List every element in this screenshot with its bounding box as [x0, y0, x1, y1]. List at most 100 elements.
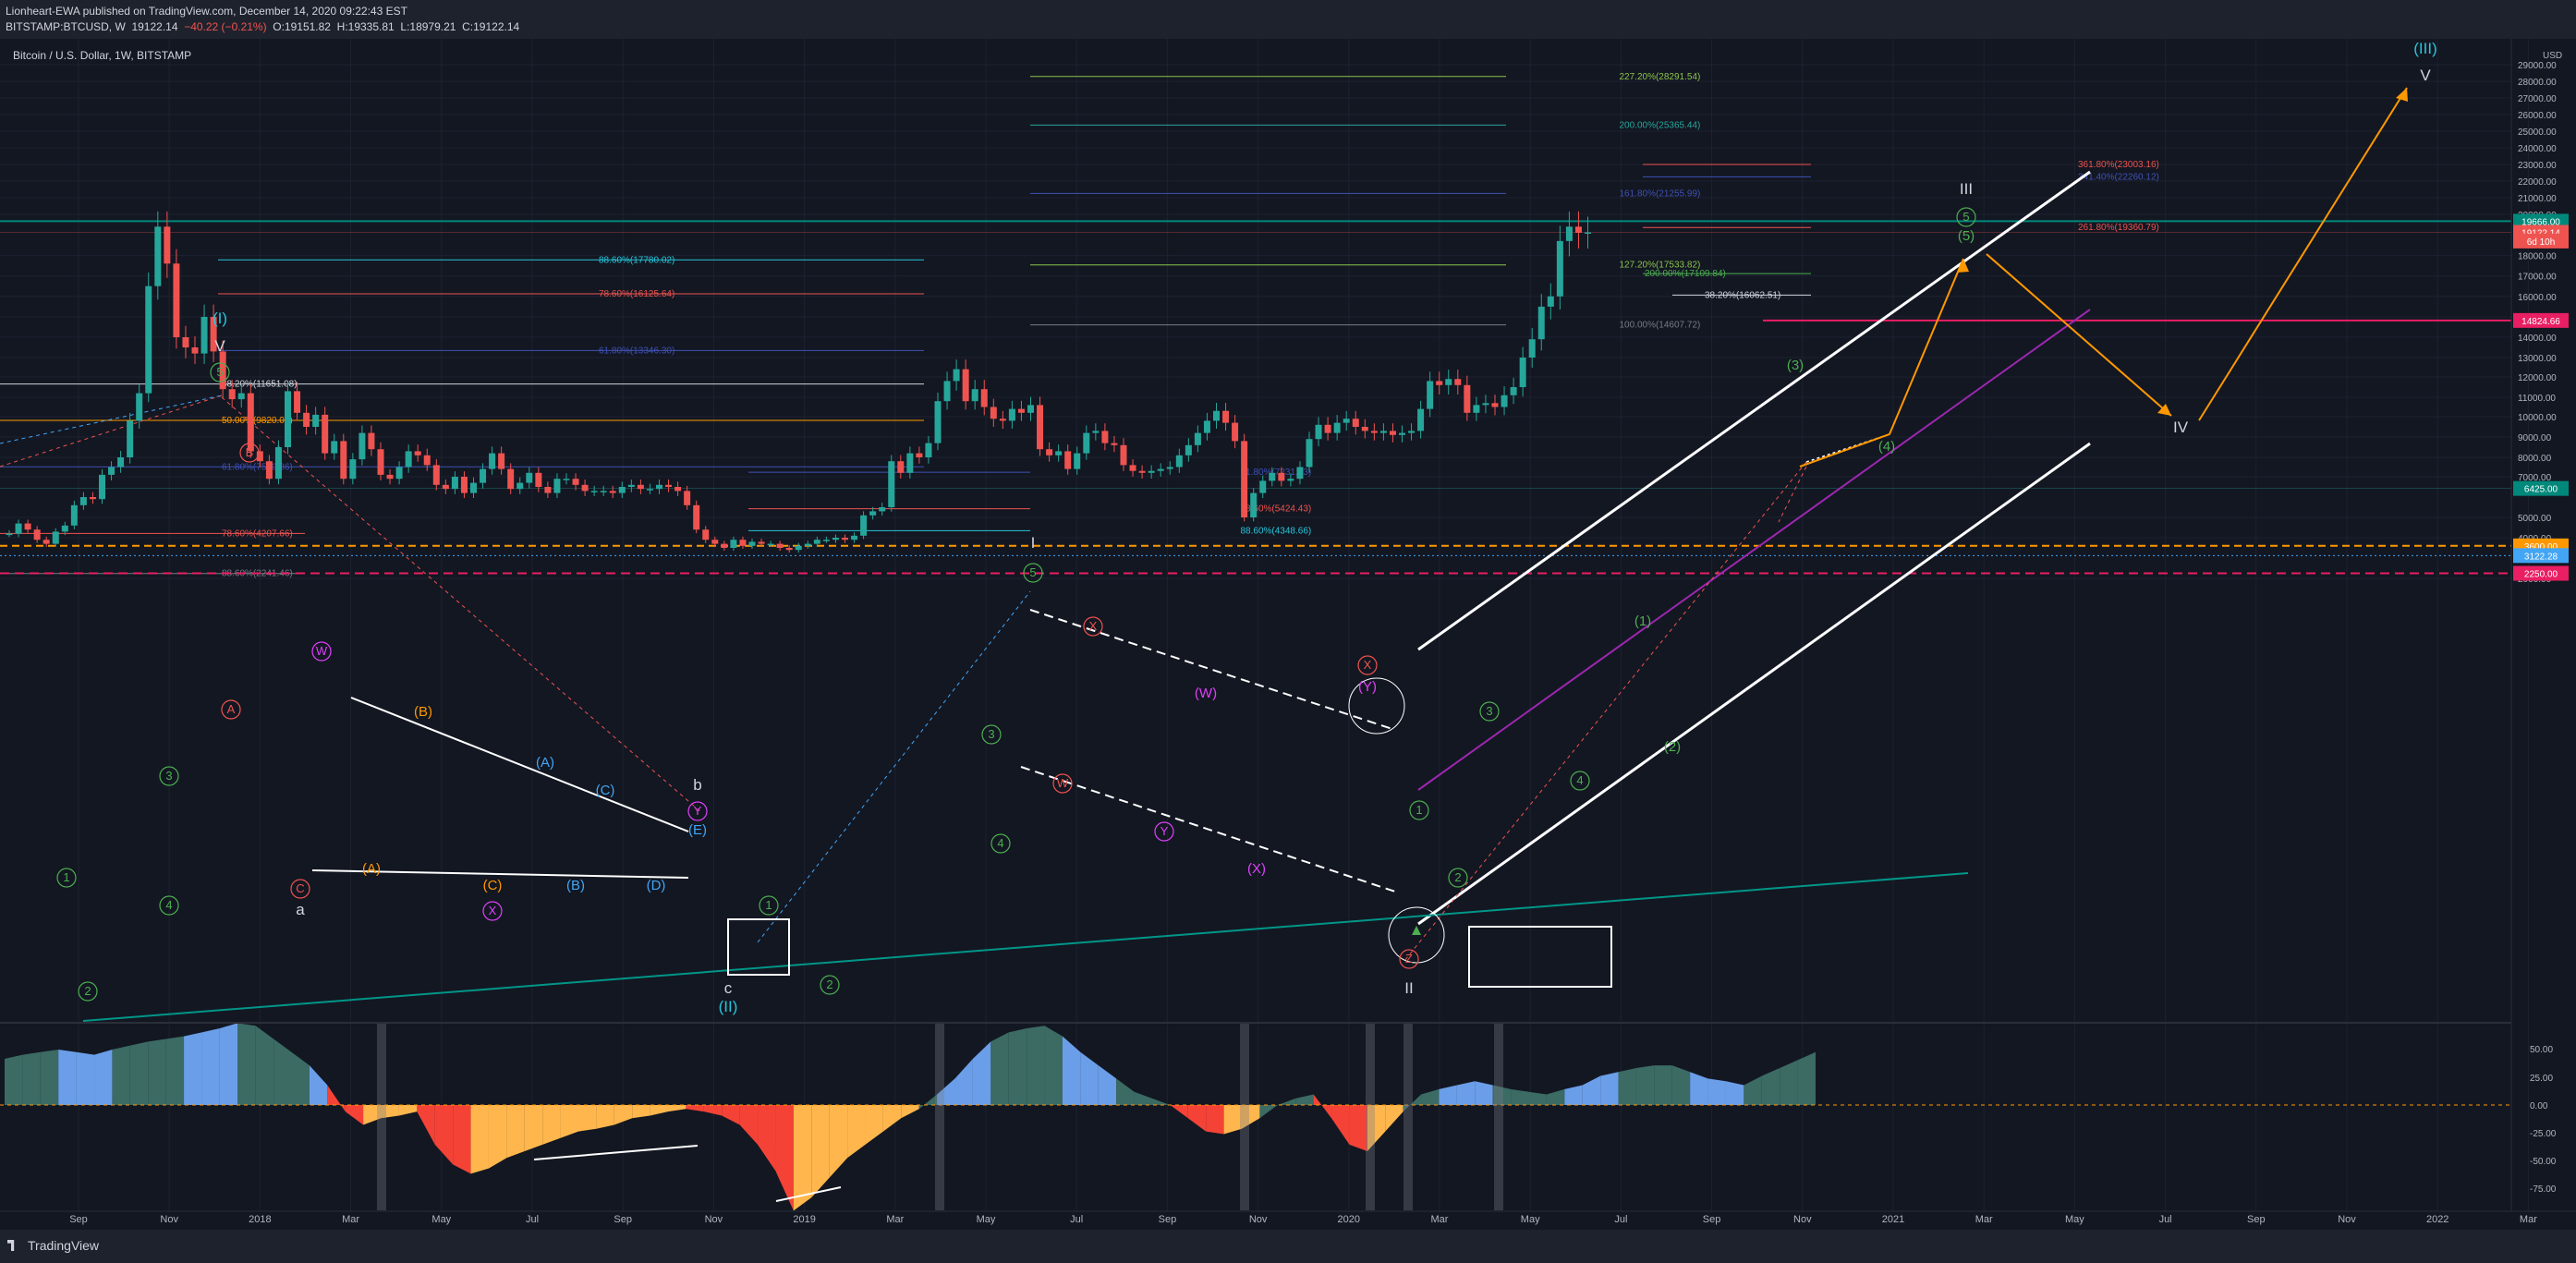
- osc-area: [1151, 1098, 1171, 1105]
- x-tick-label: Nov: [1793, 1214, 1812, 1225]
- wave-circle: [1052, 773, 1073, 794]
- candle-body: [136, 393, 143, 421]
- wave-label: X: [489, 904, 497, 917]
- candle-body: [1157, 468, 1164, 471]
- candle-body: [1213, 410, 1220, 421]
- candle-body: [804, 543, 811, 546]
- wave-label: W: [316, 644, 328, 658]
- chart-canvas[interactable]: 50.00 25.00 0.00 -25.00 -50.00 -75.00 227.20%…: [0, 39, 2576, 1230]
- candle-body: [674, 487, 682, 492]
- circle-ii: [1388, 906, 1445, 964]
- candle-body: [377, 449, 384, 475]
- symbol-label[interactable]: BITSTAMP:BTCUSD, W: [6, 20, 126, 33]
- wave-circle: [210, 362, 230, 383]
- x-tick-label: Jul: [526, 1214, 539, 1225]
- x-tick-label: Mar: [886, 1214, 904, 1225]
- wave-label: (W): [1195, 686, 1217, 701]
- y-tick-label: 21000.00: [2518, 194, 2557, 204]
- candle-body: [627, 484, 635, 487]
- wave-circle: [1409, 800, 1429, 820]
- high-value: H:19335.81: [336, 20, 395, 33]
- x-tick-label: Jul: [1614, 1214, 1627, 1225]
- osc-area: [1564, 1085, 1583, 1105]
- osc-area: [703, 1105, 723, 1116]
- osc-area: [148, 1038, 166, 1105]
- osc-area: [201, 1028, 220, 1105]
- candle-body: [1454, 379, 1462, 385]
- proj-up-1: [1799, 258, 1964, 468]
- osc-area: [686, 1105, 704, 1112]
- candle-body: [108, 467, 115, 475]
- candle-body: [303, 412, 310, 427]
- wave-label: b: [693, 776, 701, 794]
- fib-label: 127.20%(17533.82): [1620, 261, 1701, 271]
- candle-body: [962, 369, 969, 402]
- long-trendline: [82, 872, 1969, 1022]
- candle-body: [200, 317, 208, 354]
- fib-label: 361.80%(23003.16): [2078, 160, 2159, 170]
- y-tick-label: 17000.00: [2518, 273, 2557, 283]
- y-tick-label: 5000.00: [2518, 514, 2552, 524]
- x-tick-label: Jul: [1070, 1214, 1083, 1225]
- osc-area: [829, 1105, 848, 1178]
- wave-label: (5): [1958, 228, 1975, 244]
- price-axis: 29000.0028000.0027000.0026000.0025000.00…: [0, 39, 2576, 1212]
- osc-area: [614, 1105, 633, 1125]
- candle-body: [1120, 444, 1127, 466]
- candle-body: [1046, 449, 1053, 455]
- candle-body: [1055, 451, 1063, 455]
- osc-area: [650, 1105, 669, 1116]
- wave-label: 5: [1962, 210, 1969, 224]
- osc-area: [524, 1105, 543, 1152]
- candle-body: [1166, 467, 1173, 469]
- y-tick-label: 7000.00: [2518, 473, 2552, 483]
- x-tick-label: 2018: [249, 1214, 271, 1225]
- candle-body: [79, 497, 87, 505]
- wave-label: Z: [1405, 952, 1413, 965]
- osc-area: [1080, 1051, 1099, 1105]
- candle-body: [368, 432, 375, 450]
- tradingview-logo[interactable]: TradingView: [7, 1238, 99, 1253]
- candle-body: [127, 420, 134, 457]
- osc-area: [1098, 1065, 1117, 1105]
- osc-area: [470, 1105, 489, 1174]
- osc-div1: [533, 1145, 699, 1160]
- last-price: 19122.14: [131, 20, 178, 33]
- y-tick-label: 10000.00: [2518, 413, 2557, 423]
- candle-body: [906, 453, 914, 473]
- candle-body: [758, 541, 765, 544]
- wave-circle: [1023, 563, 1043, 583]
- candle-body: [340, 441, 347, 480]
- candle-body: [1574, 226, 1582, 233]
- osc-area: [1707, 1078, 1726, 1105]
- osc-area: [1744, 1075, 1762, 1105]
- osc-area: [1403, 1094, 1422, 1112]
- candle-body: [953, 369, 960, 382]
- candle-body: [581, 484, 589, 492]
- candle-body: [1379, 431, 1387, 433]
- fib-label: 38.20%(16062.51): [1705, 290, 1780, 300]
- y-tick-label: 12000.00: [2518, 373, 2557, 383]
- osc-area: [345, 1105, 364, 1125]
- candle-body: [684, 491, 691, 505]
- x-tick-label: 2021: [1882, 1214, 1904, 1225]
- price-badge: [2513, 548, 2569, 564]
- osc-area: [722, 1105, 740, 1125]
- candle-body: [173, 263, 180, 337]
- candle-body: [89, 497, 96, 500]
- candle-body: [274, 447, 282, 480]
- candle-body: [395, 467, 403, 480]
- candle-body: [322, 414, 329, 454]
- osc-area: [309, 1065, 328, 1105]
- candle-body: [1333, 422, 1341, 433]
- wedge-bottom: [311, 869, 689, 879]
- osc-area: [1277, 1098, 1296, 1105]
- candle-body: [1092, 431, 1100, 433]
- y-tick-label: 22000.00: [2518, 177, 2557, 188]
- candle-body: [210, 317, 217, 352]
- candle-body: [1585, 232, 1591, 234]
- fib-label: 61.80%(7231.73): [1241, 468, 1312, 478]
- osc-area: [1492, 1085, 1512, 1105]
- wave-circle: [1083, 616, 1103, 637]
- candle-body: [1547, 296, 1554, 307]
